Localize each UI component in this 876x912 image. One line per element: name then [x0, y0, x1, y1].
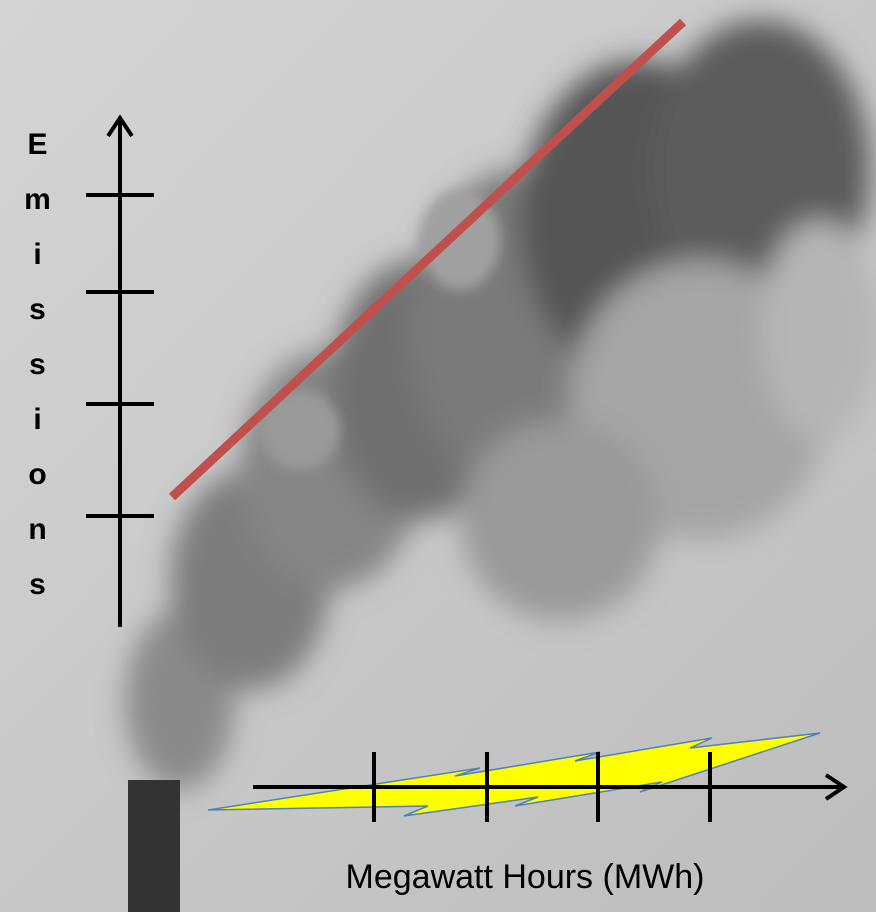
y-axis [86, 114, 154, 627]
x-axis-label: Megawatt Hours (MWh) [345, 858, 705, 896]
x-axis [253, 752, 848, 822]
lightning-bolt [207, 732, 821, 817]
y-axis-label: Emissions [21, 128, 54, 623]
smokestack [128, 780, 180, 912]
trend-line [168, 18, 687, 501]
